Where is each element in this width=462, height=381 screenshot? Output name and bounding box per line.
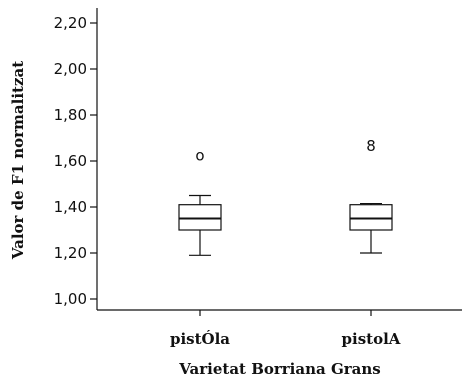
y-ticks: 1,00 1,20 1,40 1,60 1,80 2,00 2,20 <box>54 14 97 308</box>
outlier-marker: 8 <box>366 137 376 155</box>
y-tick-label: 2,20 <box>54 14 87 32</box>
y-axis-title: Valor de F1 normalitzat <box>9 61 27 260</box>
y-tick-label: 1,60 <box>54 152 87 170</box>
y-tick-label: 1,20 <box>54 244 87 262</box>
box-iqr <box>178 204 222 231</box>
x-category-label: pistÓla <box>170 330 230 348</box>
x-category-labels: pistÓla pistolA <box>170 310 401 348</box>
y-tick-label: 1,40 <box>54 198 87 216</box>
box-group: o <box>178 146 222 256</box>
y-tick-label: 2,00 <box>54 60 87 78</box>
box-iqr <box>349 204 393 231</box>
y-tick-label: 1,80 <box>54 106 87 124</box>
outlier-marker: o <box>195 146 204 164</box>
x-axis-title: Varietat Borriana Grans <box>178 360 380 378</box>
y-tick-label: 1,00 <box>54 290 87 308</box>
x-category-label: pistolA <box>342 330 401 348</box>
plot-frame <box>96 8 462 311</box>
box-group: 8 <box>349 137 393 254</box>
boxes: o8 <box>178 137 393 256</box>
